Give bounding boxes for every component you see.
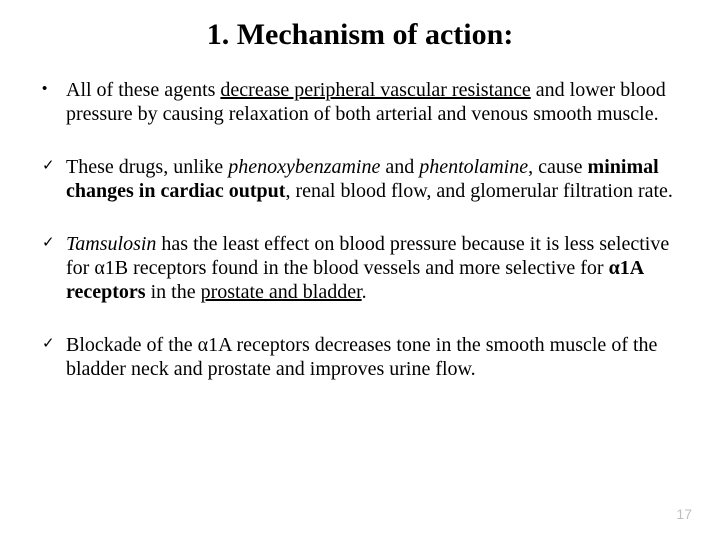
bullet-item-2: ✓ These drugs, unlike phenoxybenzamine a… [40,155,680,204]
bullet-marker-dot-icon: • [42,80,47,98]
b2-text-3: , cause [528,156,587,178]
b2-text-1: These drugs, unlike [66,156,228,178]
b2-italic-2: phentolamine [419,156,528,178]
b2-italic-1: phenoxybenzamine [228,156,380,178]
bullet-item-1: • All of these agents decrease periphera… [40,78,680,127]
b3-italic-1: Tamsulosin [66,233,156,255]
bullet-list: • All of these agents decrease periphera… [40,78,680,382]
check-icon: ✓ [42,234,55,252]
slide: 1. Mechanism of action: • All of these a… [0,0,720,540]
check-icon: ✓ [42,157,55,175]
b1-text-1: All of these agents [66,79,220,101]
b3-underline-1: prostate and bladder [201,281,362,303]
b3-text-2: in the [146,281,201,303]
check-icon: ✓ [42,335,55,353]
slide-title: 1. Mechanism of action: [40,18,680,52]
b2-text-2: and [380,156,419,178]
bullet-item-4: ✓ Blockade of the α1A receptors decrease… [40,333,680,382]
b2-text-4: , renal blood flow, and glomerular filtr… [285,180,672,202]
b3-text-3: . [362,281,367,303]
b4-text-1: Blockade of the α1A receptors decreases … [66,334,657,380]
b3-text-1: has the least effect on blood pressure b… [66,233,669,279]
page-number: 17 [676,506,692,522]
b1-underline-1: decrease peripheral vascular resistance [220,79,530,101]
bullet-item-3: ✓ Tamsulosin has the least effect on blo… [40,232,680,305]
